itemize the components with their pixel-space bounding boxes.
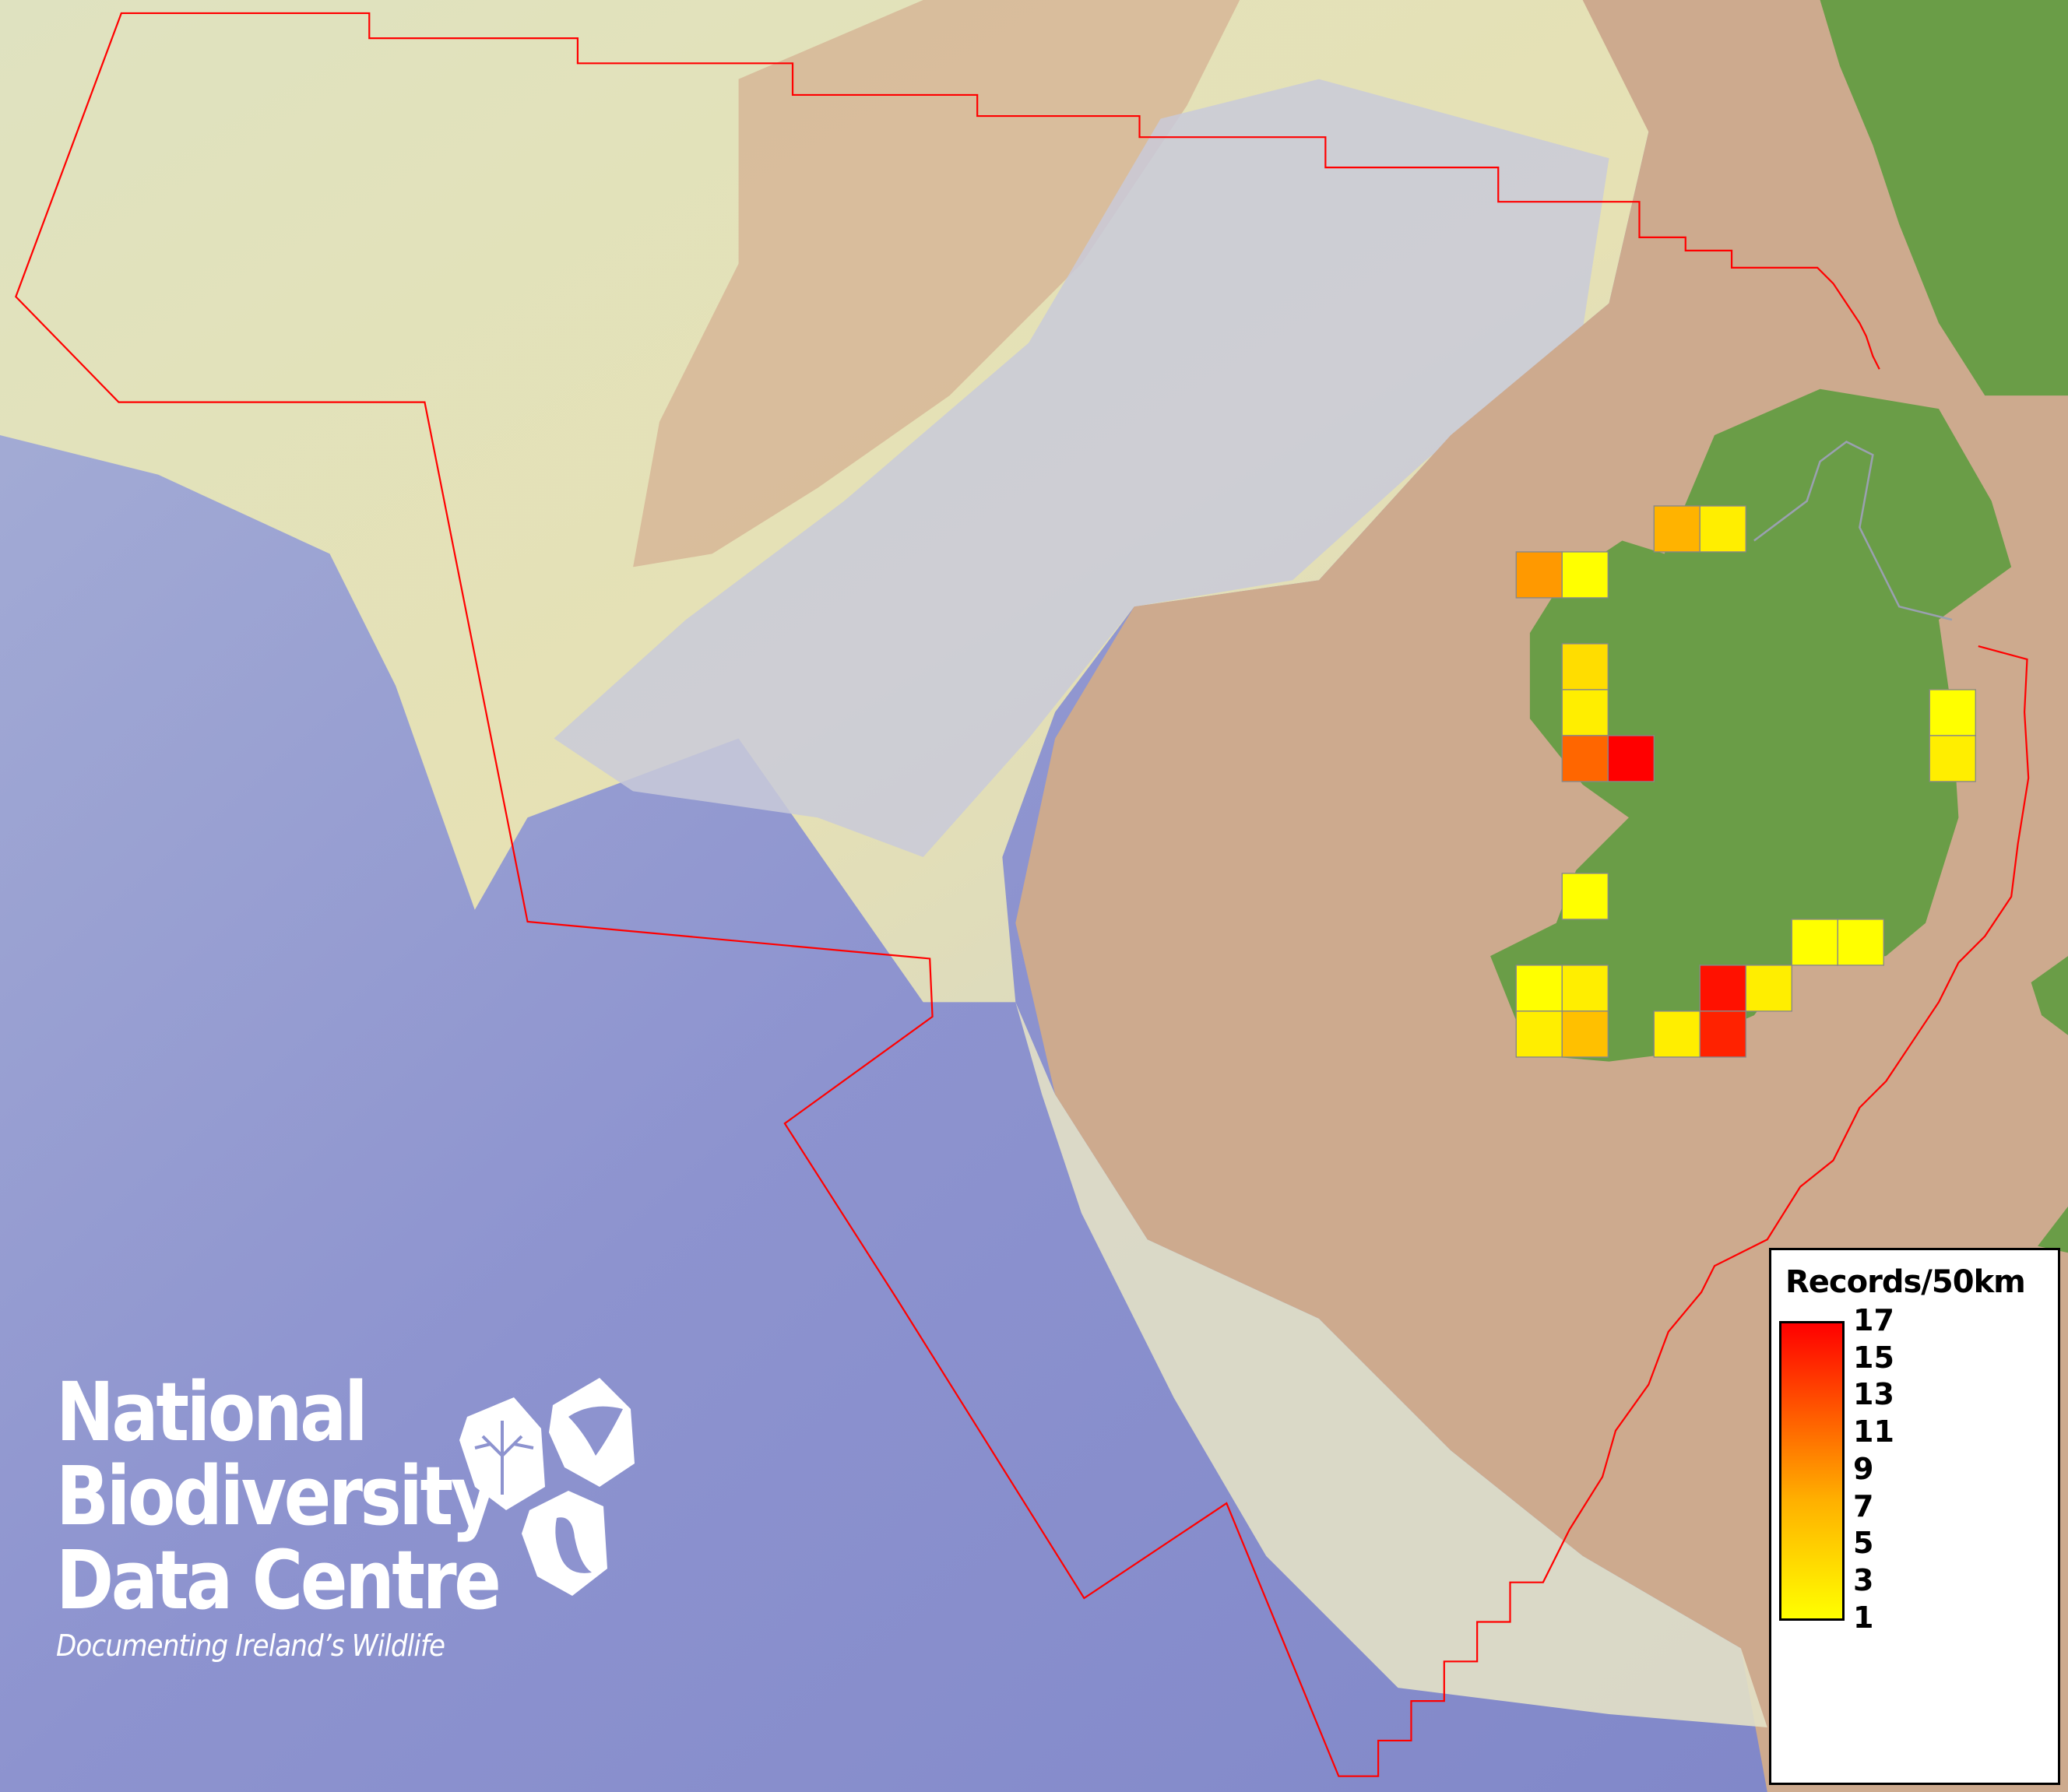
grid-cell <box>1653 1010 1700 1058</box>
logo-line-1: National <box>56 1365 368 1460</box>
ireland-land <box>1490 388 2012 1062</box>
legend-color-bar <box>1779 1321 1845 1621</box>
northern-ireland-border <box>1753 440 1953 621</box>
shelf-edge-south <box>1015 1002 1767 1727</box>
logo-line-2: Biodiversity <box>56 1449 496 1544</box>
grid-cell <box>1515 965 1563 1012</box>
grid-cell <box>1515 551 1563 599</box>
grid-cell <box>1791 919 1838 966</box>
grid-cell <box>1745 965 1792 1012</box>
nbdc-logo: National Biodiversity Data Centre Docume… <box>56 1370 571 1663</box>
grid-cell <box>1561 643 1609 690</box>
grid-cell <box>1561 551 1609 599</box>
logo-tagline: Documenting Ireland’s Wildlife <box>56 1629 445 1663</box>
grid-cell <box>1561 689 1609 736</box>
grid-cell <box>1561 1010 1609 1058</box>
legend-tick: 15 <box>1853 1340 1894 1375</box>
shelf-trough <box>554 79 1609 858</box>
scotland-land <box>1820 0 2068 396</box>
legend-tick: 7 <box>1853 1489 1874 1523</box>
grid-cell <box>1699 1010 1746 1058</box>
legend-title: Records/50km <box>1785 1264 2026 1300</box>
grid-cell <box>1929 689 1976 736</box>
grid-cell <box>1699 965 1746 1012</box>
grid-cell <box>1561 735 1609 782</box>
grid-cell <box>1561 873 1609 920</box>
legend-tick: 3 <box>1853 1563 1874 1597</box>
legend-tick: 9 <box>1853 1452 1874 1486</box>
grid-cell <box>1561 965 1609 1012</box>
logo-hexagons-icon <box>459 1378 635 1596</box>
grid-cell <box>1837 919 1884 966</box>
marine-boundary-line <box>15 12 2030 1777</box>
england-land <box>2038 1206 2068 1253</box>
logo-line-3: Data Centre <box>56 1533 501 1628</box>
legend-tick: 11 <box>1853 1414 1894 1449</box>
legend-tick: 1 <box>1853 1601 1874 1635</box>
grid-cell <box>1699 505 1746 553</box>
legend-tick: 5 <box>1853 1526 1874 1560</box>
grid-cell <box>1653 505 1700 553</box>
grid-cell <box>1929 735 1976 782</box>
wales-land <box>2031 956 2068 1035</box>
grid-cell <box>1515 1010 1563 1058</box>
legend-tick: 13 <box>1853 1377 1894 1411</box>
shelf-tan-north <box>633 0 1240 567</box>
grid-cells <box>1515 505 1976 1058</box>
legend-tick: 17 <box>1853 1303 1894 1337</box>
legend: Records/50km 17 15 13 11 9 7 5 3 1 <box>1769 1248 2060 1785</box>
grid-cell <box>1607 735 1655 782</box>
